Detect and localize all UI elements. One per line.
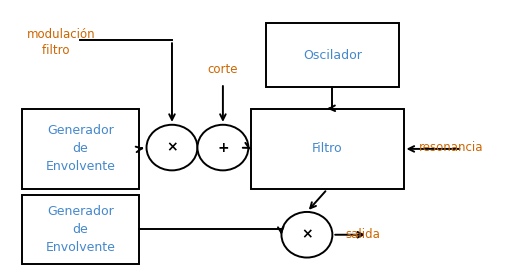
Bar xyxy=(251,109,403,189)
Text: ×: × xyxy=(166,141,178,154)
Text: salida: salida xyxy=(345,228,380,241)
Text: Oscilador: Oscilador xyxy=(303,49,362,62)
Bar xyxy=(266,23,398,87)
Text: +: + xyxy=(217,141,229,154)
Bar xyxy=(22,195,139,264)
Text: Generador
de
Envolvente: Generador de Envolvente xyxy=(46,205,115,254)
Text: corte: corte xyxy=(208,63,238,76)
Text: resonancia: resonancia xyxy=(419,141,483,154)
Ellipse shape xyxy=(198,125,248,170)
Bar xyxy=(22,109,139,189)
Text: Filtro: Filtro xyxy=(312,143,343,155)
Text: ×: × xyxy=(301,228,313,242)
Ellipse shape xyxy=(282,212,332,257)
Text: modulación
    filtro: modulación filtro xyxy=(27,28,95,57)
Ellipse shape xyxy=(146,125,198,170)
Text: Generador
de
Envolvente: Generador de Envolvente xyxy=(46,124,115,173)
